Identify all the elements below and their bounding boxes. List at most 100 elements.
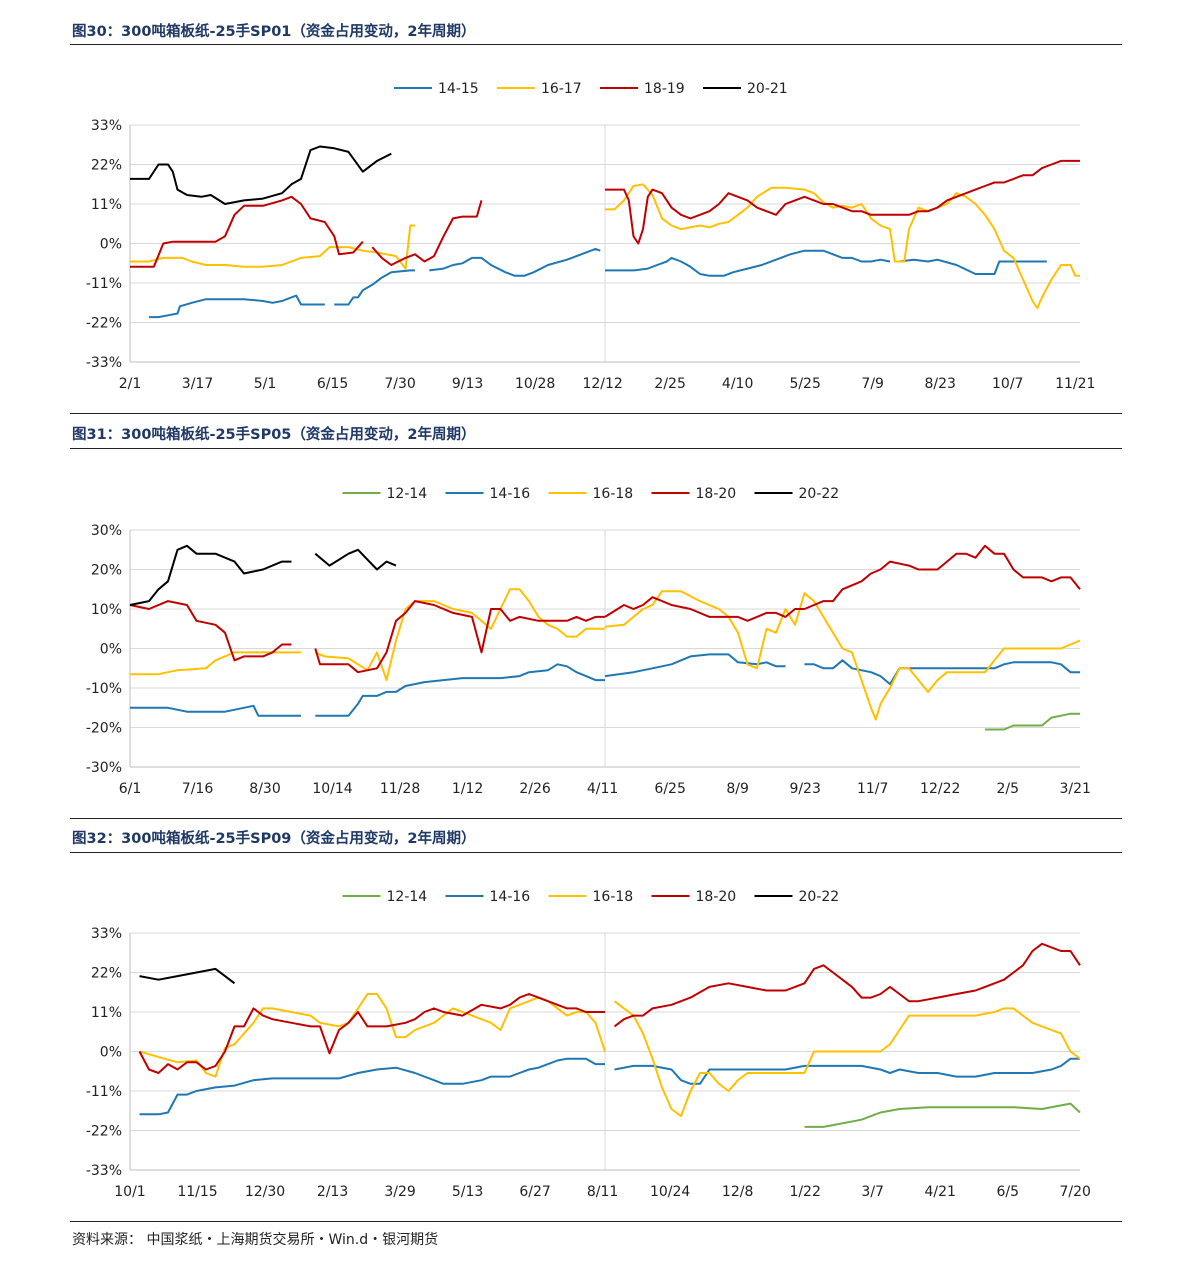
chart-sp09: 12-14 14-16 16-18 18-20 20-22 33% 22% 11% 0% -11%… <box>86 889 1091 1200</box>
y-tick-label: 30% <box>91 523 122 539</box>
series-line-14-15 <box>149 247 601 319</box>
y-tick-label: 11% <box>91 1005 122 1021</box>
legend-label: 20-21 <box>747 81 788 97</box>
legend-item: 16-18 <box>548 889 634 905</box>
title-rule <box>70 44 1122 45</box>
legend-label: 16-18 <box>593 486 634 502</box>
x-tick-label: 6/27 <box>519 1184 550 1200</box>
legend-label: 18-20 <box>696 486 737 502</box>
legend-label: 16-18 <box>593 889 634 905</box>
y-tick-label: -10% <box>86 681 122 697</box>
legend-item: 14-16 <box>445 889 531 905</box>
source-note: 资料来源： 中国浆纸・上海期货交易所・Win.d・银河期货 <box>72 1232 439 1248</box>
x-tick-label: 3/7 <box>861 1184 884 1200</box>
footer-rule <box>70 1221 1122 1222</box>
x-tick-label: 5/13 <box>452 1184 483 1200</box>
y-tick-label: 0% <box>100 642 122 658</box>
y-tick-label: 20% <box>91 563 122 579</box>
x-tick-label: 3/29 <box>384 1184 415 1200</box>
x-tick-label: 12/22 <box>920 781 960 797</box>
x-tick-label: 7/16 <box>182 781 214 797</box>
title-rule <box>70 852 1122 853</box>
y-tick-label: -11% <box>86 276 122 292</box>
series-line-16-17 <box>605 183 1080 310</box>
series-line-18-20 <box>613 942 1081 1028</box>
y-tick-label: -33% <box>86 1163 122 1179</box>
legend-label: 18-19 <box>644 81 685 97</box>
x-tick-label: 11/28 <box>380 781 420 797</box>
legend-label: 12-14 <box>387 889 428 905</box>
series-line-16-18 <box>139 993 606 1078</box>
legend-item: 16-18 <box>548 486 634 502</box>
x-tick-label: 10/28 <box>515 376 555 392</box>
chart-sp05: 12-14 14-16 16-18 18-20 20-22 30% 20% 10% 0% -10%… <box>86 486 1091 797</box>
y-tick-label: -20% <box>86 721 122 737</box>
series-line-16-18 <box>613 1000 1081 1118</box>
x-tick-label: 2/13 <box>317 1184 348 1200</box>
x-tick-label: 11/7 <box>857 781 888 797</box>
series-line-20-22 <box>129 544 397 606</box>
legend-item: 20-22 <box>754 486 839 502</box>
title-rule <box>70 448 1122 449</box>
x-tick-label: 4/10 <box>722 376 753 392</box>
legend-item: 12-14 <box>342 889 428 905</box>
x-tick-label: 10/7 <box>992 376 1023 392</box>
legend-item: 18-20 <box>651 889 736 905</box>
x-tick-label: 8/9 <box>726 781 749 797</box>
legend-item: 20-21 <box>703 81 788 97</box>
y-tick-label: -22% <box>86 1124 122 1140</box>
x-tick-label: 8/23 <box>924 376 955 392</box>
x-tick-label: 9/23 <box>789 781 820 797</box>
legend-item: 20-22 <box>754 889 840 905</box>
legend-label: 20-22 <box>799 889 840 905</box>
x-tick-label: 12/30 <box>245 1184 285 1200</box>
x-tick-label: 2/25 <box>654 376 685 392</box>
legend-item: 16-17 <box>497 81 582 97</box>
figure-title-30: 图30：300吨箱板纸-25手SP01（资金占用变动，2年周期） <box>72 24 476 40</box>
figure-title-32: 图32：300吨箱板纸-25手SP09（资金占用变动，2年周期） <box>72 831 476 847</box>
y-tick-label: 11% <box>91 197 122 213</box>
series-line-18-19 <box>605 159 1080 245</box>
series-line-14-16 <box>604 653 1080 686</box>
legend-label: 14-16 <box>490 889 531 905</box>
legend-label: 14-16 <box>490 486 531 502</box>
x-tick-label: 6/15 <box>317 376 348 392</box>
section-rule <box>70 818 1122 819</box>
x-tick-label: 3/17 <box>182 376 213 392</box>
x-tick-label: 6/5 <box>996 1184 1019 1200</box>
series-line-14-15 <box>605 249 1047 277</box>
y-tick-label: 0% <box>100 237 122 253</box>
y-tick-label: -30% <box>86 760 122 776</box>
series-line-12-14 <box>985 712 1080 731</box>
legend-label: 14-15 <box>438 81 479 97</box>
x-tick-label: 2/26 <box>519 781 551 797</box>
x-tick-label: 4/21 <box>924 1184 955 1200</box>
series-line-20-21 <box>130 145 392 205</box>
series-line-20-22 <box>139 967 236 985</box>
x-tick-label: 12/12 <box>582 376 622 392</box>
y-tick-label: -22% <box>86 316 122 332</box>
y-tick-label: 10% <box>91 602 122 618</box>
series-line-18-19 <box>130 195 483 268</box>
series-line-14-16 <box>139 1057 605 1116</box>
x-tick-label: 7/20 <box>1060 1184 1091 1200</box>
figure-title-31: 图31：300吨箱板纸-25手SP05（资金占用变动，2年周期） <box>72 427 476 443</box>
series-line-16-17 <box>130 224 415 270</box>
x-tick-label: 2/1 <box>119 376 142 392</box>
x-tick-label: 3/21 <box>1060 781 1091 797</box>
x-tick-label: 11/15 <box>177 1184 217 1200</box>
series-line-16-18 <box>604 590 1081 721</box>
x-tick-label: 8/11 <box>587 1184 618 1200</box>
legend-item: 12-14 <box>342 486 427 502</box>
x-tick-label: 10/24 <box>650 1184 690 1200</box>
series-line-16-18 <box>130 588 605 682</box>
x-tick-label: 5/25 <box>789 376 820 392</box>
x-tick-label: 10/1 <box>114 1184 145 1200</box>
series-line-18-20 <box>129 600 605 674</box>
x-tick-label: 1/12 <box>452 781 483 797</box>
section-rule <box>70 413 1122 414</box>
x-tick-label: 6/1 <box>119 781 142 797</box>
y-tick-label: 33% <box>91 118 122 134</box>
x-tick-label: 2/5 <box>996 781 1019 797</box>
x-tick-label: 11/21 <box>1055 376 1095 392</box>
